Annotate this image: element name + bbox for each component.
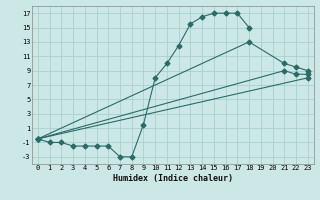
X-axis label: Humidex (Indice chaleur): Humidex (Indice chaleur) bbox=[113, 174, 233, 183]
